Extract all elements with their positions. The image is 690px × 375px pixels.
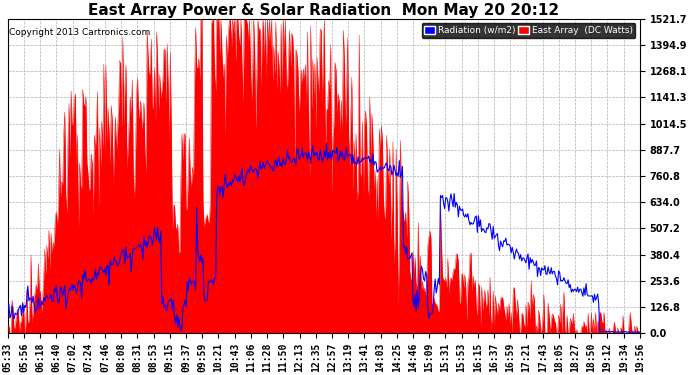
- Legend: Radiation (w/m2), East Array  (DC Watts): Radiation (w/m2), East Array (DC Watts): [422, 24, 635, 38]
- Text: Copyright 2013 Cartronics.com: Copyright 2013 Cartronics.com: [9, 28, 150, 38]
- Title: East Array Power & Solar Radiation  Mon May 20 20:12: East Array Power & Solar Radiation Mon M…: [88, 3, 560, 18]
